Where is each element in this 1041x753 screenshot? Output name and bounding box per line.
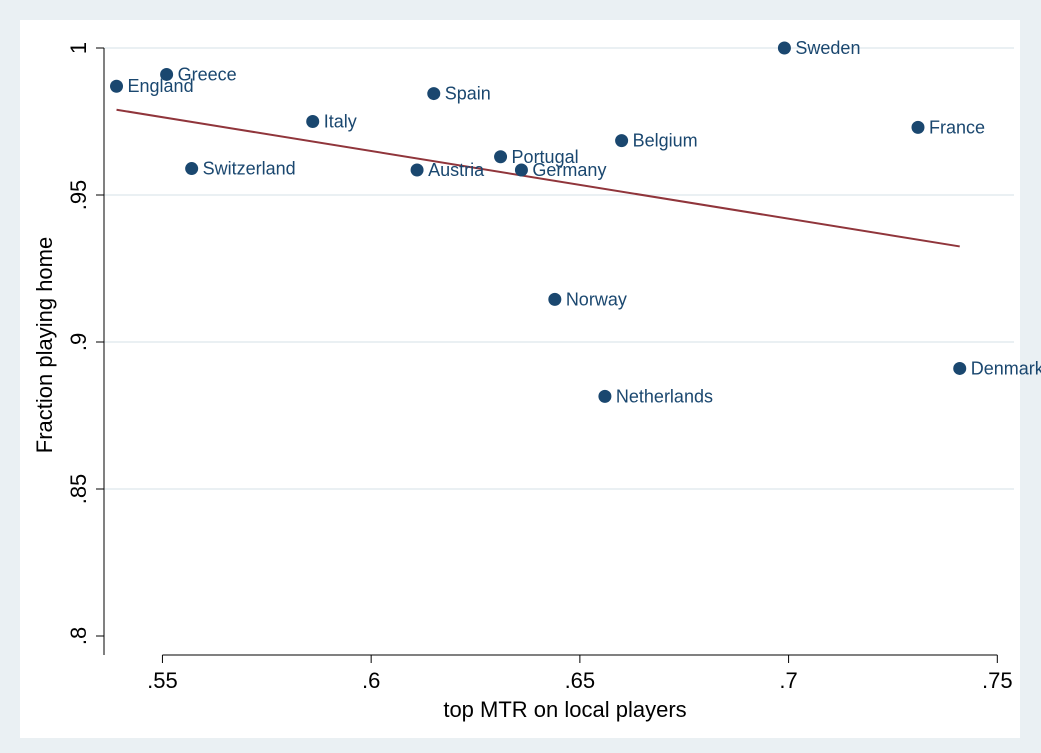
- point-label: Italy: [324, 112, 357, 132]
- data-point: [514, 163, 528, 177]
- point-label: Sweden: [795, 38, 860, 58]
- y-tick-label: .9: [66, 333, 91, 351]
- data-point: [160, 67, 174, 81]
- point-label: Portugal: [512, 147, 579, 167]
- data-point: [306, 115, 320, 128]
- x-tick-label: .7: [779, 668, 797, 693]
- point-label: Switzerland: [203, 159, 296, 179]
- y-tick-label: 1: [66, 42, 91, 54]
- y-tick-label: .85: [66, 474, 91, 505]
- data-point: [911, 120, 925, 134]
- point-label: Austria: [428, 160, 485, 180]
- point-label: Norway: [566, 289, 627, 309]
- y-tick-label: .95: [66, 180, 91, 211]
- point-label: Denmark: [971, 358, 1041, 378]
- fit-line-layer: [116, 108, 960, 248]
- x-axis-title: top MTR on local players: [443, 697, 686, 722]
- y-tick-label: .8: [66, 627, 91, 645]
- x-tick-label: .55: [147, 668, 178, 693]
- point-label: Germany: [532, 160, 606, 180]
- point-label: France: [929, 117, 985, 137]
- point-label: Greece: [178, 64, 237, 84]
- data-point: [953, 361, 967, 375]
- x-tick-label: .65: [565, 668, 596, 693]
- x-tick-label: .6: [362, 668, 380, 693]
- y-axis-title: Fraction playing home: [32, 237, 57, 453]
- axes: .8 .85 .9 .95 1 .55 .6 .65 .7 .75: [66, 42, 1013, 693]
- data-point: [410, 163, 424, 177]
- point-label: Belgium: [633, 131, 698, 151]
- point-label: England: [128, 76, 194, 96]
- data-point: [185, 162, 199, 176]
- x-tick-label: .75: [982, 668, 1013, 693]
- plot-area: [20, 20, 1020, 738]
- data-point: [598, 389, 612, 403]
- fit-line: [116, 108, 960, 248]
- gridlines: [104, 47, 1014, 490]
- data-point: [494, 150, 508, 164]
- point-label: Netherlands: [616, 386, 713, 406]
- data-point: [777, 41, 791, 55]
- data-point: [548, 292, 562, 306]
- data-point: [110, 79, 124, 93]
- point-label: Spain: [445, 84, 491, 104]
- data-point: [427, 87, 441, 101]
- data-point: [615, 134, 629, 148]
